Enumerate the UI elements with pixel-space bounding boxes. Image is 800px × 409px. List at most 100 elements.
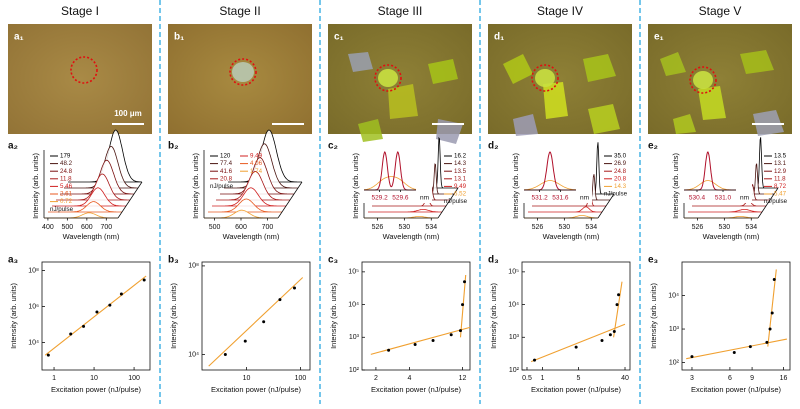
- data-point: [748, 345, 752, 349]
- x-tick-label: 700: [262, 224, 274, 231]
- x-tick-label: 600: [81, 224, 93, 231]
- data-point: [600, 338, 604, 342]
- legend-label: 5.47: [774, 191, 787, 198]
- scale-bar-label: 100 μm: [114, 109, 142, 118]
- legend-label: 41.6: [220, 168, 233, 175]
- x-axis-label: Wavelength (nm): [223, 232, 280, 241]
- inset-background: [522, 147, 592, 203]
- legend-label: 9.49: [454, 183, 467, 190]
- data-point: [612, 330, 616, 334]
- marker-circle: [70, 56, 98, 84]
- marker-circle: [689, 66, 717, 94]
- data-point: [69, 332, 73, 336]
- inset-tick-label: 530.4: [689, 195, 706, 202]
- legend-label: 11.8: [60, 175, 72, 182]
- data-point: [449, 333, 453, 337]
- x-tick-label: 0.5: [522, 375, 532, 382]
- panel-label: e₁: [654, 32, 664, 43]
- panel-label: b₃: [168, 255, 179, 266]
- x-tick-label: 2: [374, 375, 378, 382]
- y-axis-label: Intensity (arb. units): [329, 283, 338, 349]
- legend-label: 24.8: [614, 168, 627, 175]
- x-axis-label: Wavelength (nm): [703, 232, 760, 241]
- data-point: [765, 340, 769, 344]
- panel-label: a₁: [14, 32, 24, 43]
- legend-title: nJ/pulse: [764, 198, 788, 205]
- x-tick-label: 16: [780, 375, 788, 382]
- x-tick-label: 1: [541, 375, 545, 382]
- spectrum: [48, 201, 122, 213]
- emission-spot: [378, 69, 398, 87]
- x-tick-label: 6: [728, 375, 732, 382]
- plot-frame: [201, 261, 311, 371]
- y-axis-label: Intensity (arb. units): [649, 283, 658, 349]
- panel-label: b₁: [174, 32, 184, 43]
- legend-label: 77.4: [220, 160, 233, 167]
- flake: [740, 50, 774, 74]
- y-tick-label: 10²: [349, 367, 360, 374]
- legend-title: nJ/pulse: [604, 191, 628, 198]
- y-tick-label: 10⁵: [348, 269, 359, 276]
- legend-label: 26.9: [614, 160, 627, 167]
- spectrum: [208, 198, 282, 213]
- legend-label: 13.5: [774, 153, 787, 160]
- legend-label: 1.74: [250, 168, 263, 175]
- legend-label: 14.3: [614, 183, 627, 190]
- x-tick-label: 526: [532, 224, 544, 231]
- x-tick-label: 700: [100, 224, 112, 231]
- data-point: [95, 310, 99, 314]
- panel-label: e₃: [648, 255, 659, 266]
- data-point: [108, 303, 112, 307]
- inset-background-spectrum: [364, 176, 417, 191]
- legend-label: 0.72: [60, 198, 73, 205]
- inset-tick-label: 531.0: [715, 195, 732, 202]
- x-tick-label: 526: [692, 224, 704, 231]
- marker-circle: [229, 58, 257, 86]
- plot-frame: [521, 261, 631, 371]
- legend-label: 16.2: [454, 153, 467, 160]
- data-point: [243, 339, 247, 343]
- fit-line: [686, 338, 788, 360]
- stage-title: Stage IV: [537, 4, 583, 18]
- stage-title: Stage V: [699, 4, 742, 18]
- inset-tick-label: 531.6: [552, 195, 569, 202]
- spectrum: [688, 209, 762, 213]
- legend-label: 4.06: [250, 160, 263, 167]
- data-point: [142, 278, 146, 282]
- emission-spot: [535, 69, 555, 87]
- flake: [543, 82, 568, 119]
- x-axis-label: Excitation power (nJ/pulse): [691, 385, 782, 394]
- x-tick-label: 4: [407, 375, 411, 382]
- plot-frame: [681, 261, 791, 371]
- panel-label: d₂: [488, 141, 499, 152]
- flake: [388, 84, 418, 119]
- marker-circle: [531, 64, 559, 92]
- spectrum: [56, 173, 130, 201]
- inset-tick-label: 529.2: [371, 195, 388, 202]
- inset-background: [682, 147, 752, 203]
- spectrum: [368, 209, 442, 213]
- y-axis-label: Intensity (arb. units): [31, 153, 40, 219]
- panel-label: a₃: [8, 255, 19, 266]
- y-tick-label: 10⁶: [28, 303, 39, 310]
- panel-label: e₂: [648, 141, 658, 152]
- data-point: [292, 286, 296, 290]
- data-point: [461, 303, 465, 307]
- y-tick-label: 10⁴: [28, 339, 39, 346]
- stage-title: Stage I: [61, 4, 99, 18]
- data-point: [46, 353, 50, 357]
- y-tick-label: 10³: [349, 334, 360, 341]
- y-tick-label: 10⁴: [508, 301, 519, 308]
- depth-axis: [597, 193, 615, 219]
- flake: [673, 114, 696, 134]
- x-tick-label: 3: [690, 375, 694, 382]
- data-point: [690, 355, 694, 359]
- spectrum: [528, 206, 602, 213]
- legend-label: 5.46: [60, 183, 73, 190]
- data-point: [608, 333, 612, 337]
- x-axis-label: Wavelength (nm): [543, 232, 600, 241]
- spectrum: [52, 187, 126, 207]
- flake: [503, 54, 533, 84]
- legend-label: 35.0: [614, 153, 627, 160]
